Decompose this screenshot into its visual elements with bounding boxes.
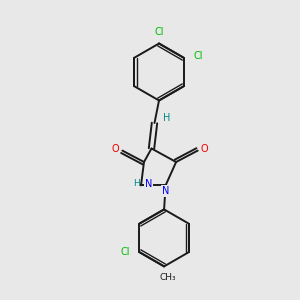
Text: Cl: Cl: [193, 51, 203, 61]
Text: O: O: [200, 144, 208, 154]
Text: Cl: Cl: [154, 27, 164, 37]
Text: CH₃: CH₃: [159, 273, 176, 282]
Text: N: N: [162, 186, 169, 196]
Text: O: O: [112, 144, 120, 154]
Text: H: H: [164, 112, 171, 123]
Text: H: H: [133, 179, 140, 188]
Text: N: N: [145, 179, 152, 189]
Text: Cl: Cl: [120, 247, 130, 256]
